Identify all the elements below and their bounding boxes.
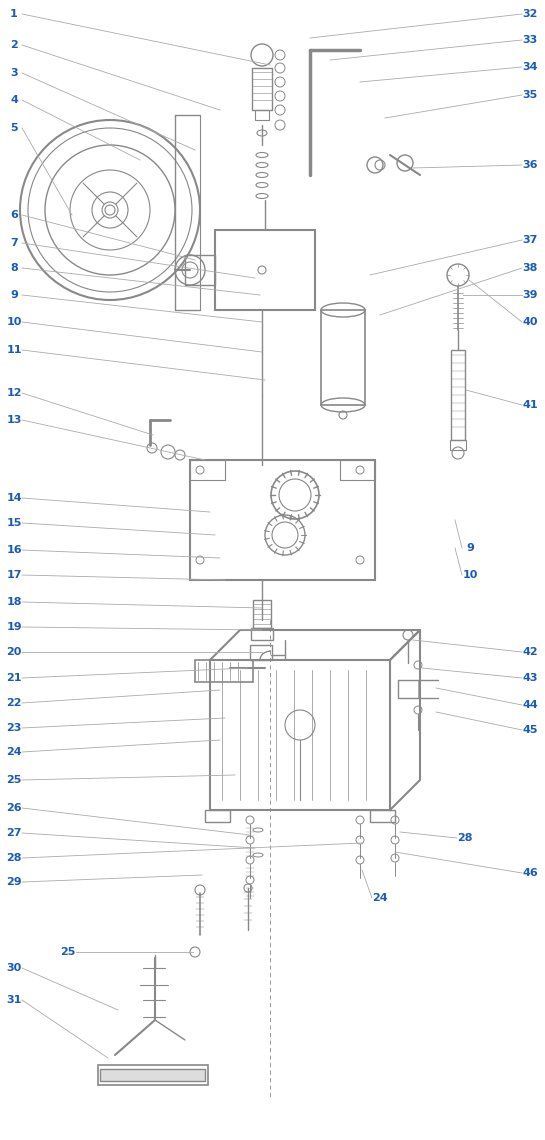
Bar — [451, 350, 465, 440]
Bar — [195, 660, 253, 682]
Text: 41: 41 — [522, 400, 538, 410]
Text: 16: 16 — [6, 545, 22, 555]
Bar — [215, 230, 315, 310]
Text: 23: 23 — [7, 723, 22, 733]
Text: 8: 8 — [10, 263, 18, 272]
Text: 5: 5 — [10, 123, 18, 133]
Bar — [190, 461, 375, 580]
Bar — [205, 811, 230, 822]
Text: 15: 15 — [7, 518, 22, 528]
Text: 35: 35 — [522, 90, 537, 100]
Bar — [98, 1065, 208, 1085]
Text: 4: 4 — [10, 95, 18, 105]
Text: 19: 19 — [6, 622, 22, 632]
Text: 28: 28 — [457, 833, 473, 842]
Text: 17: 17 — [6, 570, 22, 580]
Text: 20: 20 — [7, 648, 22, 657]
Text: 2: 2 — [10, 40, 18, 50]
Text: 44: 44 — [522, 700, 538, 710]
Text: 21: 21 — [6, 673, 22, 683]
Text: 37: 37 — [522, 235, 538, 245]
Bar — [251, 628, 273, 640]
Text: 46: 46 — [522, 868, 538, 878]
Text: 7: 7 — [10, 238, 18, 249]
Text: 26: 26 — [6, 803, 22, 813]
Text: 45: 45 — [522, 725, 538, 735]
Text: 25: 25 — [7, 775, 22, 785]
Text: 3: 3 — [10, 68, 18, 78]
Bar — [321, 310, 365, 405]
Text: 9: 9 — [466, 543, 474, 553]
Text: 39: 39 — [522, 290, 538, 300]
Text: 14: 14 — [6, 492, 22, 503]
Text: 24: 24 — [372, 893, 388, 903]
Text: 9: 9 — [10, 290, 18, 300]
Bar — [255, 109, 269, 120]
Text: 13: 13 — [7, 415, 22, 425]
Text: 33: 33 — [522, 35, 537, 44]
Bar — [190, 461, 225, 480]
Text: 42: 42 — [522, 648, 538, 657]
Text: 31: 31 — [7, 995, 22, 1005]
Text: 24: 24 — [6, 747, 22, 757]
Bar — [450, 440, 466, 450]
Bar — [340, 461, 375, 480]
Bar — [185, 255, 215, 285]
Text: 29: 29 — [6, 877, 22, 887]
Text: 10: 10 — [462, 570, 477, 580]
Text: 27: 27 — [6, 828, 22, 838]
Text: 12: 12 — [6, 388, 22, 398]
Text: 11: 11 — [6, 345, 22, 355]
Text: 38: 38 — [522, 263, 538, 272]
Bar — [250, 645, 272, 660]
Text: 1: 1 — [10, 9, 18, 19]
Bar — [370, 811, 395, 822]
FancyArrow shape — [100, 1069, 205, 1081]
Text: 32: 32 — [522, 9, 538, 19]
Bar — [253, 600, 271, 628]
Text: 30: 30 — [7, 963, 22, 974]
Text: 22: 22 — [6, 698, 22, 708]
Text: 18: 18 — [6, 597, 22, 606]
Text: 43: 43 — [522, 673, 538, 683]
Text: 10: 10 — [7, 317, 22, 327]
Bar — [210, 660, 390, 811]
Text: 34: 34 — [522, 62, 538, 72]
Text: 6: 6 — [10, 210, 18, 220]
Text: 28: 28 — [6, 853, 22, 863]
Text: 36: 36 — [522, 160, 538, 170]
Text: 25: 25 — [60, 947, 76, 956]
Text: 40: 40 — [522, 317, 538, 327]
